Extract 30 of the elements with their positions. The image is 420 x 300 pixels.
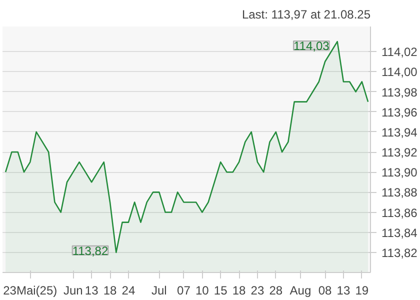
y-tick-label: 114,02 <box>382 45 418 60</box>
x-tick-label: 07 <box>177 284 191 298</box>
y-tick-label: 113,98 <box>382 85 418 100</box>
x-tick-label: 13 <box>336 284 350 298</box>
x-tick-label: 18 <box>103 284 118 298</box>
x-tick-label: 18 <box>232 284 246 298</box>
x-tick-label: 10 <box>195 284 210 298</box>
x-tick-label: Jun <box>63 284 83 298</box>
y-tick-label: 113,90 <box>382 166 418 180</box>
y-tick-label: 113,94 <box>382 125 418 140</box>
y-tick-label: 113,86 <box>382 206 418 220</box>
y-tick-label: 113,88 <box>382 186 418 200</box>
x-tick-label: 19 <box>355 284 369 298</box>
x-tick-label: 13 <box>84 284 99 298</box>
x-tick-label: 23 <box>250 284 264 298</box>
y-tick-label: 113,82 <box>382 246 418 260</box>
chart-subtitle: Last: 113,97 at 21.08.25 <box>242 8 371 22</box>
y-tick-label: 113,96 <box>382 105 418 120</box>
y-tick-label: 114,00 <box>382 65 418 80</box>
x-tick-label: Jul <box>151 284 167 298</box>
data-label: 114,03 <box>294 39 330 54</box>
x-tick-label: 24 <box>122 284 136 298</box>
y-tick-label: 113,84 <box>382 226 418 240</box>
y-tick-label: 113,92 <box>382 146 418 160</box>
x-tick-label: 23Mai(25) <box>3 284 58 298</box>
data-label: 113,82 <box>72 244 108 258</box>
x-tick-label: 28 <box>269 284 283 298</box>
x-tick-label: Aug <box>290 284 312 298</box>
x-tick-label: 15 <box>214 284 228 298</box>
x-tick-label: 08 <box>318 284 332 298</box>
